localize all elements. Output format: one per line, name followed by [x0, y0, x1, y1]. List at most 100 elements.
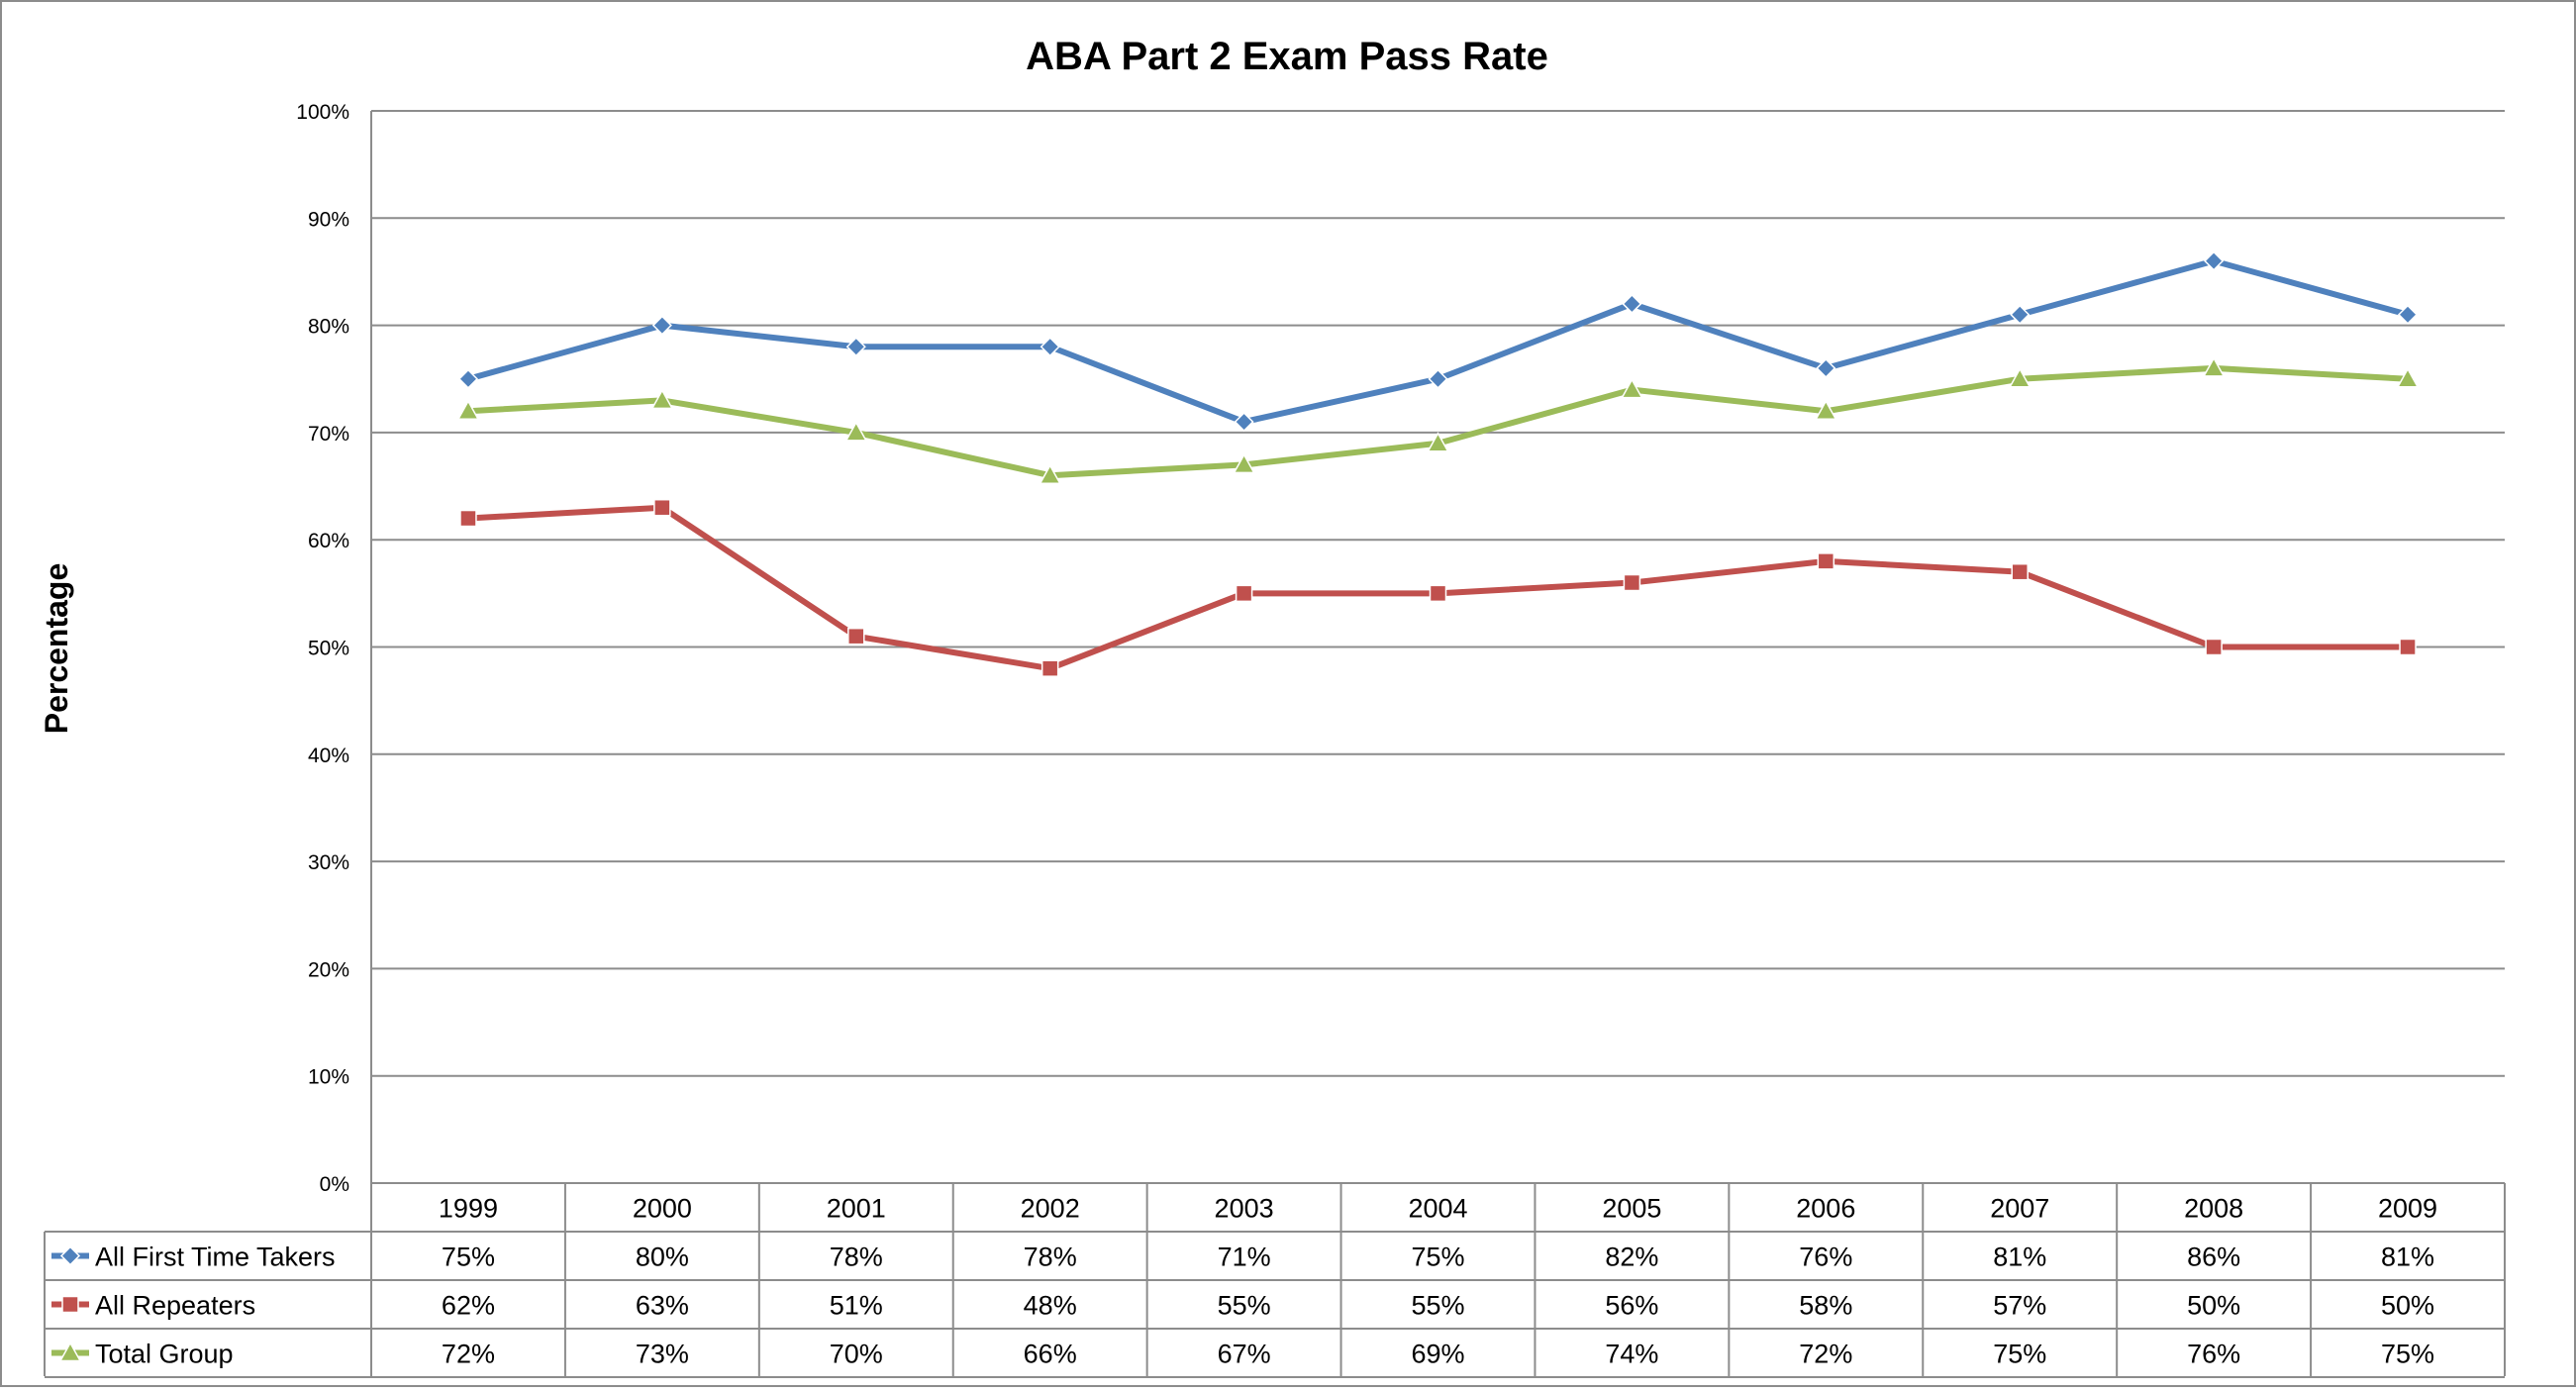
data-point — [847, 627, 865, 646]
data-point — [456, 399, 480, 420]
data-point — [1039, 463, 1061, 484]
y-tick-label: 70% — [308, 423, 349, 446]
x-category-label: 2009 — [2378, 1194, 2437, 1224]
series-1 — [459, 498, 2417, 677]
table-cell-value: 58% — [1799, 1291, 1852, 1321]
data-point — [1235, 584, 1253, 603]
y-tick-label: 0% — [320, 1173, 349, 1196]
x-category-label: 2003 — [1215, 1194, 1274, 1224]
data-point — [653, 498, 671, 517]
data-point — [2202, 356, 2226, 377]
table-cell-value: 67% — [1218, 1340, 1271, 1369]
data-point — [2010, 304, 2031, 325]
table-cell-value: 81% — [1993, 1243, 2046, 1272]
table-cell-value: 51% — [830, 1291, 883, 1321]
y-tick-label: 60% — [308, 530, 349, 552]
table-cell-value: 80% — [636, 1243, 689, 1272]
table-cell-value: 81% — [2381, 1243, 2434, 1272]
data-point — [651, 315, 672, 336]
table-cell-value: 73% — [636, 1340, 689, 1369]
table-cell-value: 75% — [442, 1243, 495, 1272]
y-tick-labels: 0% 10% 20% 30% 40% 50% 60% 70% 80% 90% 100% — [296, 101, 349, 1196]
table-cell-value: 63% — [636, 1291, 689, 1321]
x-category-label: 2006 — [1796, 1194, 1855, 1224]
x-category-label: 2001 — [827, 1194, 886, 1224]
table-cell-value: 75% — [2381, 1340, 2434, 1369]
data-point — [1040, 659, 1059, 677]
series-2 — [456, 356, 2420, 484]
data-point — [459, 509, 477, 528]
table-cell-value: 74% — [1605, 1340, 1658, 1369]
series-lines — [456, 250, 2420, 677]
data-point — [2204, 250, 2225, 271]
x-category-label: 2002 — [1021, 1194, 1080, 1224]
x-category-label: 2007 — [1990, 1194, 2049, 1224]
data-point — [2399, 638, 2417, 656]
x-category-label: 2005 — [1602, 1194, 1661, 1224]
data-point — [2396, 367, 2420, 388]
data-point — [2397, 304, 2419, 325]
chart-title: ABA Part 2 Exam Pass Rate — [1026, 35, 1548, 78]
table-cell-value: 76% — [2187, 1340, 2240, 1369]
data-point — [1427, 432, 1449, 452]
data-point — [1233, 452, 1255, 474]
legend-key-marker — [58, 1341, 82, 1362]
data-table: 1999 2000 2001 2002 2003 2004 2005 2006 2007 2008… — [44, 1182, 2506, 1378]
y-tick-label: 40% — [308, 745, 349, 767]
y-tick-label: 80% — [308, 316, 349, 339]
table-cell-value: 72% — [1799, 1340, 1852, 1369]
data-point — [2205, 638, 2223, 656]
table-cell-value: 78% — [830, 1243, 883, 1272]
table-cell-value: 69% — [1411, 1340, 1464, 1369]
y-axis-label: Percentage — [39, 563, 74, 735]
table-cell-value: 50% — [2187, 1291, 2240, 1321]
table-cell-value: 75% — [1993, 1340, 2046, 1369]
y-tick-label: 20% — [308, 958, 349, 981]
x-category-label: 1999 — [439, 1194, 498, 1224]
data-point — [650, 388, 674, 410]
data-point — [845, 337, 866, 357]
y-tick-label: 90% — [308, 208, 349, 231]
legend-key-marker — [61, 1295, 79, 1314]
table-cell-value: 56% — [1605, 1291, 1658, 1321]
data-point — [2011, 562, 2029, 581]
legend-key-marker — [59, 1245, 81, 1266]
data-point — [457, 368, 479, 389]
table-cell-value: 70% — [830, 1340, 883, 1369]
table-cell-value: 78% — [1024, 1243, 1077, 1272]
table-cell-value: 72% — [442, 1340, 495, 1369]
data-point — [1429, 584, 1447, 603]
table-cell-value: 82% — [1605, 1243, 1658, 1272]
data-point — [1815, 399, 1837, 420]
gridlines — [370, 110, 2505, 1184]
table-cell-value: 50% — [2381, 1291, 2434, 1321]
data-point — [1040, 337, 1060, 357]
y-tick-label: 50% — [308, 638, 349, 660]
y-tick-label: 10% — [308, 1066, 349, 1089]
data-point — [1622, 293, 1642, 315]
x-category-label: 2000 — [633, 1194, 692, 1224]
x-category-label: 2004 — [1408, 1194, 1467, 1224]
legend-series-name: Total Group — [95, 1340, 234, 1369]
table-cell-value: 62% — [442, 1291, 495, 1321]
table-cell-value: 48% — [1024, 1291, 1077, 1321]
data-point — [1428, 368, 1448, 389]
data-point — [1817, 552, 1835, 570]
data-point — [1816, 357, 1836, 378]
data-point — [844, 421, 868, 442]
table-cell-value: 57% — [1993, 1291, 2046, 1321]
data-point — [1234, 412, 1254, 433]
legend-series-name: All Repeaters — [95, 1291, 255, 1321]
x-category-label: 2008 — [2184, 1194, 2243, 1224]
series-0 — [457, 250, 2419, 433]
data-point — [1621, 378, 1643, 399]
y-tick-label: 100% — [296, 101, 349, 124]
table-cell-value: 71% — [1218, 1243, 1271, 1272]
table-cell-value: 75% — [1411, 1243, 1464, 1272]
table-cell-value: 76% — [1799, 1243, 1852, 1272]
table-cell-value: 66% — [1024, 1340, 1077, 1369]
table-cell-value: 55% — [1411, 1291, 1464, 1321]
